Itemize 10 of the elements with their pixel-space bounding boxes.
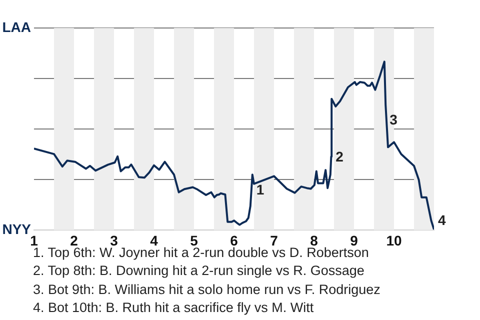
annotation: 2 xyxy=(336,148,344,165)
annotation: 3 xyxy=(390,112,398,128)
annotation: 4 xyxy=(438,212,446,228)
text: 2. Top 8th: B. Downing hit a 2-run single vs R. Gossage xyxy=(33,262,366,280)
text: 3. Bot 9th: B. Williams hit a solo home run vs F. Rodriguez xyxy=(33,280,380,299)
text: NYY xyxy=(2,220,32,237)
annotation: 1 xyxy=(256,181,264,198)
text: 4. Bot 10th: B. Ruth hit a sacrifice fly vs M. Witt xyxy=(33,298,315,317)
text: LAA xyxy=(2,18,31,35)
x-tick-label: 10 xyxy=(386,232,402,248)
